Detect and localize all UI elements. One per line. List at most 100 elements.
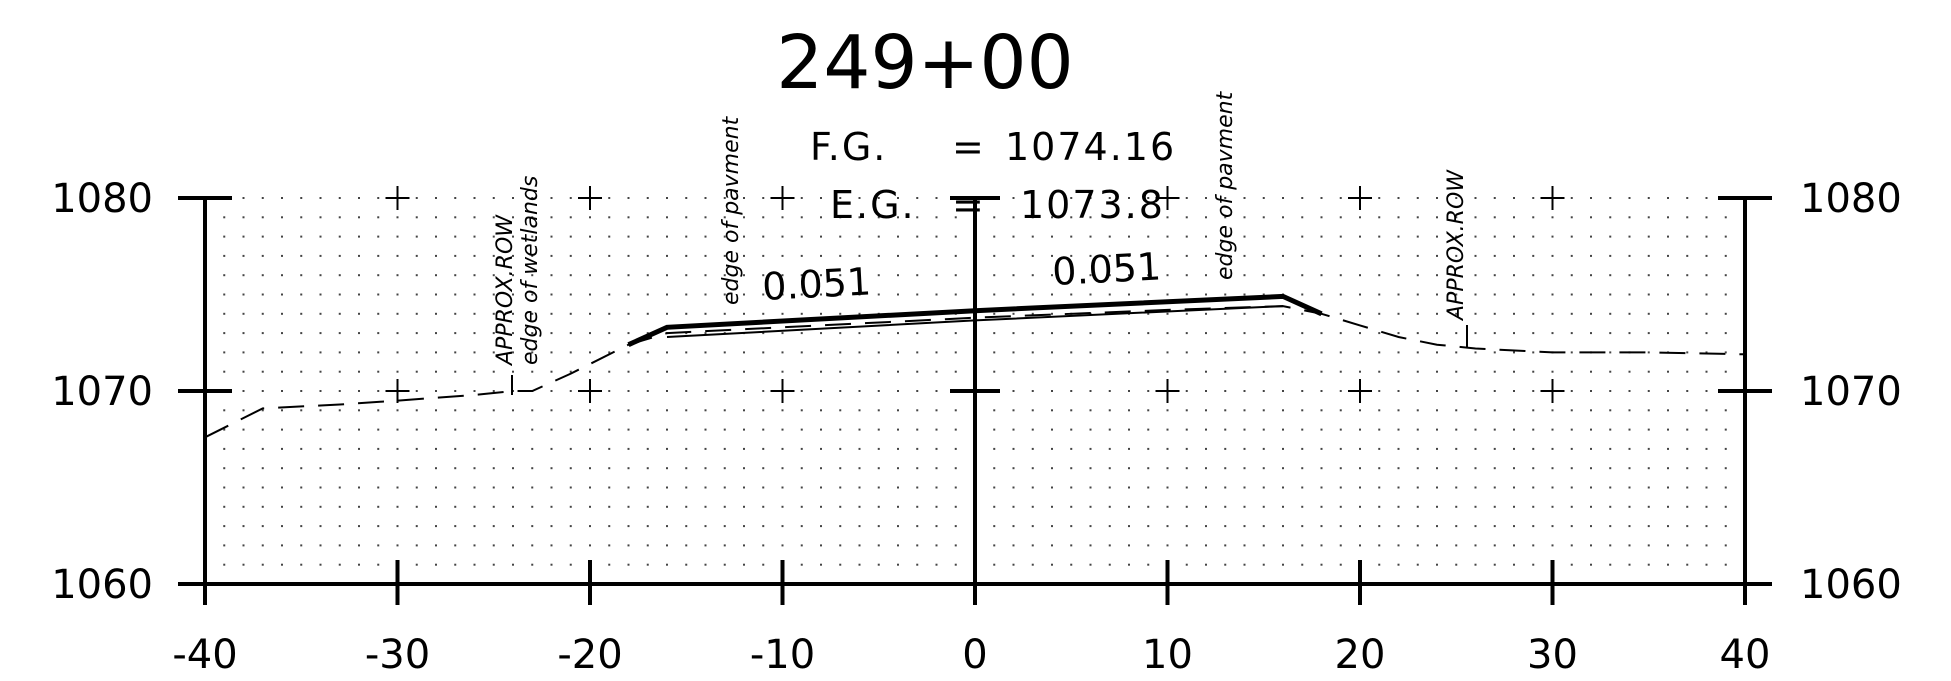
grid-dot bbox=[1590, 197, 1592, 199]
grid-dot bbox=[1397, 216, 1400, 219]
grid-dot bbox=[781, 312, 784, 315]
grid-dot bbox=[1301, 563, 1304, 566]
grid-dot bbox=[743, 216, 745, 219]
grid-dot bbox=[242, 197, 245, 199]
grid-dot bbox=[1224, 293, 1227, 296]
grid-dot bbox=[877, 254, 880, 257]
grid-dot bbox=[781, 216, 784, 219]
grid-dot bbox=[877, 428, 880, 431]
grid-dot bbox=[1455, 467, 1458, 470]
grid-dot bbox=[338, 486, 341, 489]
grid-dot bbox=[300, 390, 303, 392]
grid-dot bbox=[1051, 467, 1053, 470]
grid-dot bbox=[531, 544, 534, 547]
grid-dot bbox=[1609, 486, 1612, 489]
grid-dot bbox=[1070, 525, 1073, 528]
grid-dot bbox=[1513, 216, 1515, 219]
grid-dot bbox=[1224, 447, 1227, 450]
grid-dot bbox=[1474, 370, 1477, 373]
grid-dot bbox=[800, 390, 803, 392]
grid-dot bbox=[550, 467, 553, 470]
grid-dot bbox=[781, 409, 784, 412]
grid-dot bbox=[1108, 370, 1111, 373]
grid-dot bbox=[1493, 235, 1496, 238]
grid-dot bbox=[1224, 486, 1227, 489]
grid-dot bbox=[473, 467, 476, 470]
grid-dot bbox=[300, 235, 303, 238]
grid-dot bbox=[839, 467, 842, 470]
grid-dot bbox=[1590, 428, 1592, 431]
grid-dot bbox=[550, 409, 553, 412]
grid-dot bbox=[1686, 370, 1689, 373]
grid-dot bbox=[1320, 447, 1323, 450]
grid-dot bbox=[300, 293, 303, 296]
grid-dot bbox=[1224, 390, 1227, 392]
grid-dot bbox=[781, 486, 784, 489]
grid-dot bbox=[396, 293, 399, 296]
grid-dot bbox=[877, 332, 880, 335]
grid-dot bbox=[1166, 312, 1169, 315]
grid-dot bbox=[1455, 544, 1458, 547]
grid-dot bbox=[1166, 525, 1169, 528]
grid-dot bbox=[704, 505, 707, 508]
grid-dot bbox=[800, 544, 803, 547]
grid-dot bbox=[916, 390, 919, 392]
grid-dot bbox=[531, 351, 534, 354]
grid-dot bbox=[473, 505, 476, 508]
grid-dot bbox=[1012, 467, 1015, 470]
grid-dot bbox=[1205, 428, 1207, 431]
grid-dot bbox=[1051, 274, 1053, 277]
x-tick-label: 10 bbox=[1142, 632, 1193, 678]
grid-dot bbox=[300, 332, 303, 335]
grid-dot bbox=[1089, 447, 1092, 450]
grid-dot bbox=[1513, 467, 1515, 470]
grid-dot bbox=[1705, 254, 1708, 257]
grid-dot bbox=[877, 563, 880, 566]
grid-dot bbox=[1147, 370, 1150, 373]
grid-dot bbox=[1012, 447, 1015, 450]
grid-dot bbox=[723, 370, 726, 373]
grid-dot bbox=[1359, 351, 1361, 354]
grid-dot bbox=[954, 351, 957, 354]
grid-dot bbox=[261, 409, 264, 412]
grid-dot bbox=[1301, 428, 1304, 431]
grid-dot bbox=[897, 447, 899, 450]
grid-dot bbox=[1551, 467, 1554, 470]
grid-dot bbox=[242, 293, 245, 296]
grid-dot bbox=[993, 428, 996, 431]
grid-dot bbox=[666, 351, 668, 354]
grid-dot bbox=[1416, 409, 1419, 412]
grid-dot bbox=[646, 409, 649, 412]
grid-dot bbox=[1359, 274, 1361, 277]
grid-dot bbox=[1012, 390, 1015, 392]
grid-dot bbox=[1185, 563, 1188, 566]
axis-ticks bbox=[178, 196, 1772, 605]
grid-dot bbox=[415, 409, 418, 412]
grid-dot bbox=[1513, 312, 1515, 315]
grid-dot bbox=[916, 525, 919, 528]
grid-dot bbox=[358, 235, 360, 238]
grid-dot bbox=[338, 293, 341, 296]
grid-dot bbox=[1474, 197, 1477, 199]
slope-label-right: 0.051 bbox=[1051, 244, 1162, 294]
grid-dot bbox=[685, 505, 688, 508]
grid-dot bbox=[954, 447, 957, 450]
grid-dot bbox=[569, 390, 572, 392]
grid-dot bbox=[281, 505, 283, 508]
grid-dot bbox=[415, 428, 418, 431]
grid-dot bbox=[1493, 563, 1496, 566]
grid-dot bbox=[281, 312, 283, 315]
grid-dot bbox=[1359, 332, 1361, 335]
grid-dot bbox=[358, 197, 360, 199]
grid-dot bbox=[916, 467, 919, 470]
grid-dot bbox=[1031, 544, 1034, 547]
grid-dot bbox=[608, 467, 611, 470]
grid-dot bbox=[473, 525, 476, 528]
grid-dot bbox=[1532, 486, 1535, 489]
grid-dot bbox=[1705, 467, 1708, 470]
grid-dot bbox=[1667, 235, 1669, 238]
grid-dot bbox=[954, 332, 957, 335]
grid-dot bbox=[1493, 390, 1496, 392]
grid-dot bbox=[473, 563, 476, 566]
